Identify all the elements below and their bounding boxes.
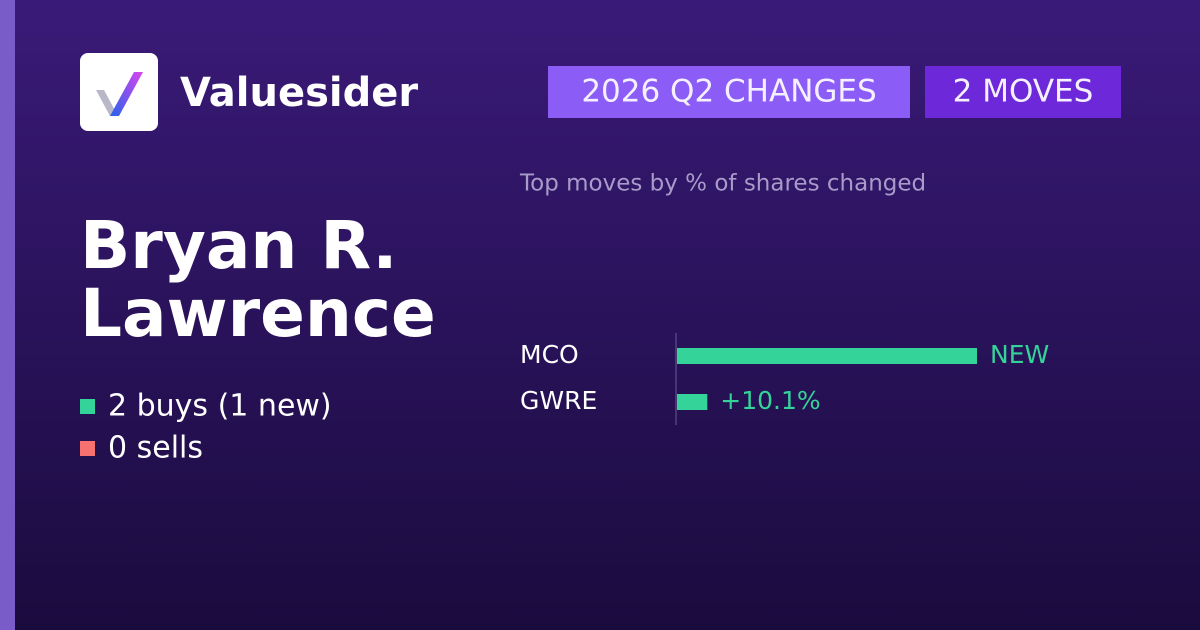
logo-mark: [96, 90, 118, 116]
chart-title: Top moves by % of shares changed: [519, 171, 926, 197]
bar: [677, 348, 977, 364]
badge: [548, 66, 910, 118]
brand: Valuesider: [180, 70, 418, 116]
stat-text: 0 sells: [108, 431, 203, 466]
badge-text: 2 MOVES: [953, 74, 1094, 110]
stat-swatch: [80, 441, 95, 456]
value-label: +10.1%: [720, 386, 820, 415]
badge-text: 2026 Q2 CHANGES: [581, 74, 876, 110]
investor-name: Bryan R.: [80, 207, 398, 284]
bar: [677, 394, 708, 410]
logo: [80, 53, 158, 131]
stat-text: 2 buys (1 new): [108, 389, 332, 424]
logo-mark: [110, 72, 143, 116]
investor-name: Lawrence: [80, 275, 436, 352]
badge: [925, 66, 1121, 118]
value-label: NEW: [990, 340, 1049, 369]
stat-swatch: [80, 399, 95, 414]
category-label: GWRE: [520, 386, 597, 415]
category-label: MCO: [520, 340, 579, 369]
side-stripe: [0, 0, 15, 630]
logo-tile: [80, 53, 158, 131]
